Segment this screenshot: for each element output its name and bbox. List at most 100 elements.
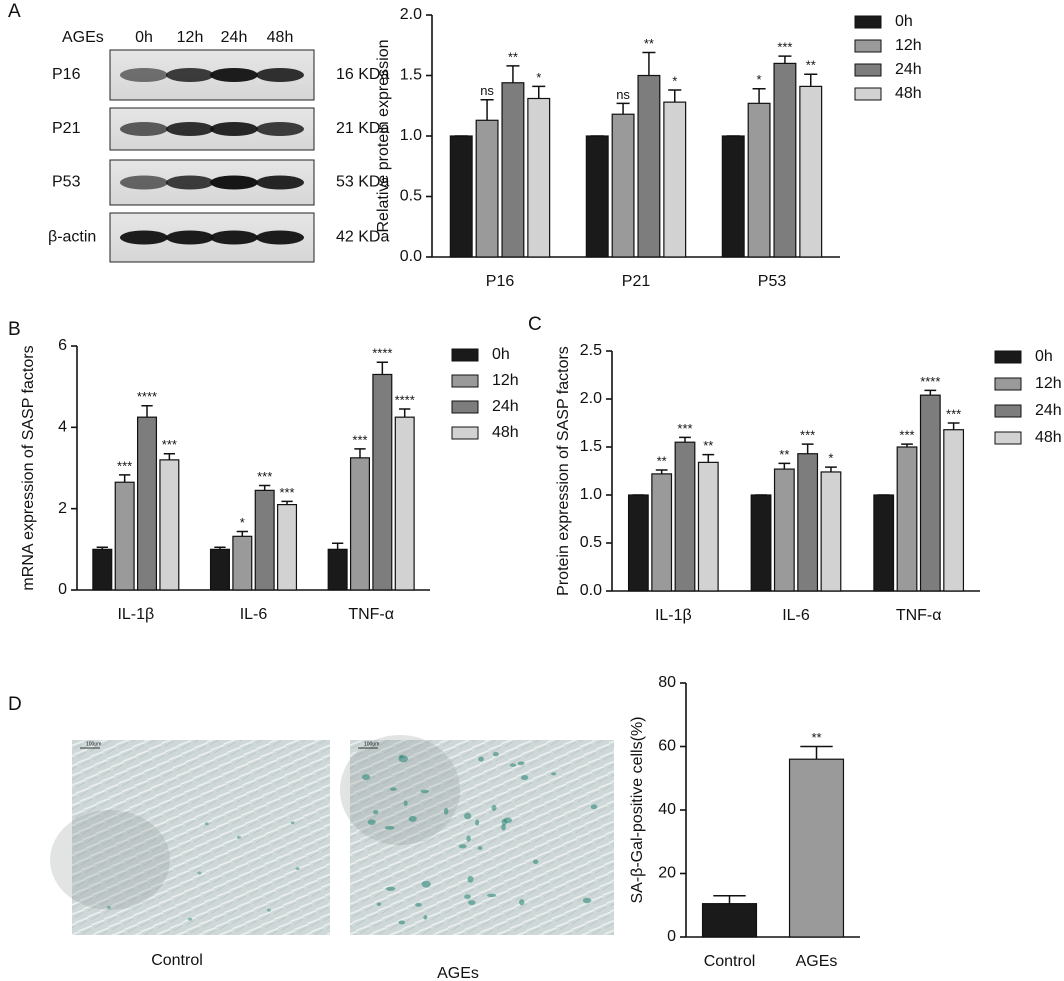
protein-label: P16: [52, 66, 81, 83]
error-bar: [752, 88, 766, 104]
panel-label: D: [8, 694, 22, 715]
significance: **: [811, 730, 821, 745]
error-bar: [778, 55, 792, 64]
x-tick-label: IL-6: [782, 607, 810, 624]
error-bar: [616, 102, 630, 115]
stained-cell: [423, 915, 428, 920]
y-tick-label: 0.0: [580, 582, 602, 599]
scale-bar-label: 100μm: [86, 741, 101, 747]
band-size: 16 KDa: [336, 66, 389, 83]
stained-cell: [421, 880, 431, 888]
bar: [820, 471, 842, 592]
blot-band: [210, 175, 258, 190]
lane-label: 0h: [135, 29, 153, 46]
x-tick-label: P53: [758, 273, 787, 290]
blot-band: [166, 122, 214, 136]
error-bar: [801, 443, 814, 454]
bar: [799, 85, 823, 258]
scale-bar-label: 100μm: [364, 741, 379, 747]
bar: [475, 119, 499, 258]
bar: [92, 548, 113, 591]
x-tick-label: AGEs: [796, 953, 838, 970]
significance: ***: [899, 428, 914, 443]
error-bar: [236, 530, 248, 537]
error-bar: [679, 436, 691, 443]
protein-label: β-actin: [48, 229, 96, 246]
stained-cell: [295, 867, 300, 871]
stained-cell: [367, 819, 376, 825]
error-bar: [713, 894, 746, 904]
legend-swatch: [451, 348, 479, 362]
stained-cell: [477, 846, 483, 851]
blot-band: [166, 68, 214, 82]
stained-cell: [503, 817, 513, 824]
significance: **: [644, 36, 654, 51]
blot-band: [120, 230, 168, 245]
stained-cell: [361, 774, 371, 780]
y-axis-label: mRNA expression of SASP factors: [20, 345, 37, 590]
legend-label: 12h: [492, 372, 519, 389]
bar: [773, 468, 795, 592]
legend-swatch: [854, 87, 882, 101]
error-bar: [163, 453, 176, 460]
blot-band: [210, 230, 258, 245]
error-bar: [668, 89, 682, 103]
stained-cell: [408, 815, 417, 822]
blot-band: [210, 122, 258, 136]
stained-cell: [399, 755, 404, 759]
image-caption: Control: [151, 952, 203, 969]
stained-cell: [478, 756, 484, 762]
stained-cell: [464, 894, 471, 900]
micrograph: [350, 740, 614, 935]
significance: ****: [137, 389, 157, 404]
panel-label: A: [8, 1, 21, 22]
y-tick-label: 2.0: [580, 390, 602, 407]
blot-header: AGEs: [62, 29, 104, 46]
y-tick-label: 20: [658, 865, 676, 882]
y-tick-label: 1.5: [400, 67, 422, 84]
bar: [114, 481, 135, 591]
stained-cell: [385, 886, 396, 891]
stained-cell: [290, 821, 295, 825]
stained-cell: [420, 789, 429, 794]
legend-label: 12h: [1035, 375, 1062, 392]
stained-cell: [520, 775, 529, 781]
stained-cell: [106, 905, 111, 909]
significance: **: [703, 438, 713, 453]
stained-cell: [590, 804, 598, 810]
x-tick-label: IL-1β: [117, 606, 154, 623]
stained-cell: [501, 823, 506, 831]
error-bar: [281, 500, 293, 505]
lane-label: 12h: [177, 29, 204, 46]
protein-label: P53: [52, 174, 81, 191]
stained-cell: [443, 807, 449, 815]
y-tick-label: 60: [658, 738, 676, 755]
stained-cell: [517, 761, 525, 766]
legend-swatch: [451, 400, 479, 414]
legend-label: 0h: [895, 13, 913, 30]
error-bar: [214, 546, 226, 550]
blot-band: [256, 68, 304, 82]
stained-cell: [468, 900, 476, 906]
stained-cell: [204, 822, 209, 826]
significance: ****: [395, 392, 415, 407]
y-axis-label: Relative protein expression: [375, 40, 392, 233]
bar: [136, 416, 158, 591]
legend-label: 24h: [895, 61, 922, 78]
y-tick-label: 1.0: [400, 127, 422, 144]
blot-band: [120, 122, 168, 136]
significance: ***: [677, 421, 692, 436]
y-tick-label: 80: [658, 674, 676, 691]
legend-swatch: [854, 63, 882, 77]
error-bar: [947, 422, 960, 430]
y-tick-label: 0.5: [580, 534, 602, 551]
stained-cell: [491, 804, 497, 811]
x-tick-label: IL-1β: [655, 607, 692, 624]
legend-swatch: [994, 377, 1022, 391]
y-tick-label: 0: [58, 581, 67, 598]
error-bar: [804, 73, 818, 87]
stained-cell: [389, 787, 397, 791]
blot-band: [256, 122, 304, 136]
error-bar: [259, 484, 271, 491]
